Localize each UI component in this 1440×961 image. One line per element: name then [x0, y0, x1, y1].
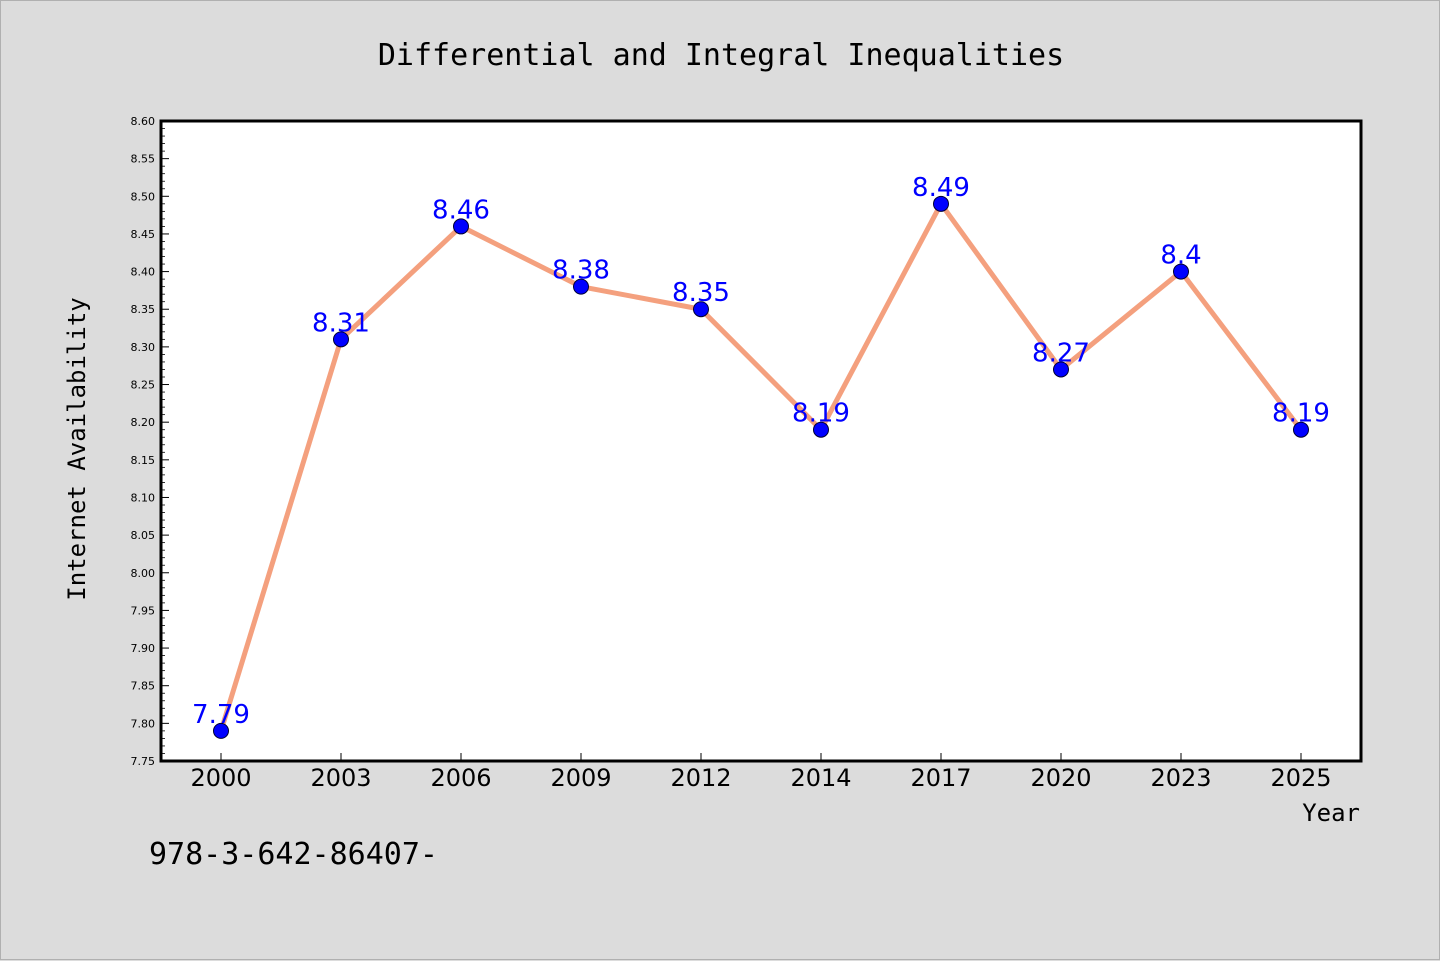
data-point — [1053, 361, 1069, 378]
y-tick-label: 7.90 — [131, 642, 156, 655]
x-tick-label: 2014 — [790, 764, 851, 792]
y-tick-label: 8.15 — [131, 454, 156, 467]
y-tick-label: 8.20 — [131, 416, 156, 429]
data-label: 8.31 — [312, 308, 370, 338]
data-label: 8.49 — [912, 173, 970, 203]
series-line — [218, 201, 1304, 734]
y-tick-label: 8.10 — [131, 491, 156, 504]
series-layer — [213, 195, 1309, 739]
x-tick-label: 2009 — [550, 764, 611, 792]
data-point — [1293, 421, 1309, 438]
x-tick-label: 2020 — [1030, 764, 1091, 792]
x-tick-label: 2025 — [1270, 764, 1331, 792]
y-tick-label: 8.55 — [131, 153, 156, 166]
data-label: 8.27 — [1032, 338, 1090, 368]
x-tick-label: 2012 — [670, 764, 731, 792]
x-axis: 2000 2003 2006 2009 2012 2014 2017 2020 2023 2025 — [190, 753, 1332, 792]
x-tick-label: 2003 — [310, 764, 371, 792]
y-tick-label: 8.05 — [131, 529, 156, 542]
x-tick-label: 2000 — [190, 764, 251, 792]
x-tick-label: 2017 — [910, 764, 971, 792]
y-tick-label: 7.95 — [131, 604, 156, 617]
data-point — [813, 421, 829, 438]
data-labels-layer: 7.79 8.31 8.46 8.38 8.35 8.19 8.49 8.27 8.4 8.19 — [192, 173, 1330, 730]
plot-area — [159, 119, 1363, 763]
data-label: 7.79 — [192, 700, 250, 730]
data-label: 8.4 — [1160, 241, 1201, 271]
data-point — [573, 278, 589, 295]
data-point — [693, 301, 709, 318]
y-tick-label: 8.40 — [131, 266, 156, 279]
data-point — [333, 331, 349, 348]
y-axis: 7.75 7.80 7.85 7.90 7.95 8.00 8.05 8.10 8.15 8.20… — [131, 115, 169, 768]
y-tick-label: 8.25 — [131, 379, 156, 392]
data-point — [453, 218, 469, 235]
data-label: 8.19 — [792, 399, 850, 429]
chart-title: Differential and Integral Inequalities — [378, 38, 1064, 73]
data-label: 8.19 — [1272, 399, 1330, 429]
x-tick-label: 2023 — [1150, 764, 1211, 792]
y-tick-label: 7.80 — [131, 717, 156, 730]
y-tick-label: 7.85 — [131, 680, 156, 693]
x-tick-label: 2006 — [430, 764, 491, 792]
data-point — [933, 195, 949, 212]
y-tick-label: 8.60 — [131, 115, 156, 128]
x-axis-title: Year — [1302, 799, 1360, 827]
y-tick-label: 8.50 — [131, 190, 156, 203]
y-tick-label: 7.75 — [131, 755, 156, 768]
y-tick-label: 8.45 — [131, 228, 156, 241]
footer-isbn-text: 978-3-642-86407- — [149, 837, 438, 872]
y-tick-label: 8.35 — [131, 303, 156, 316]
y-tick-label: 8.30 — [131, 341, 156, 354]
data-label: 8.46 — [432, 195, 490, 225]
y-tick-label: 8.00 — [131, 567, 156, 580]
y-axis-title: Internet Availability — [63, 297, 91, 600]
data-point — [1173, 263, 1189, 280]
data-label: 8.35 — [672, 278, 730, 308]
data-point — [213, 722, 229, 739]
data-label: 8.38 — [552, 256, 610, 286]
